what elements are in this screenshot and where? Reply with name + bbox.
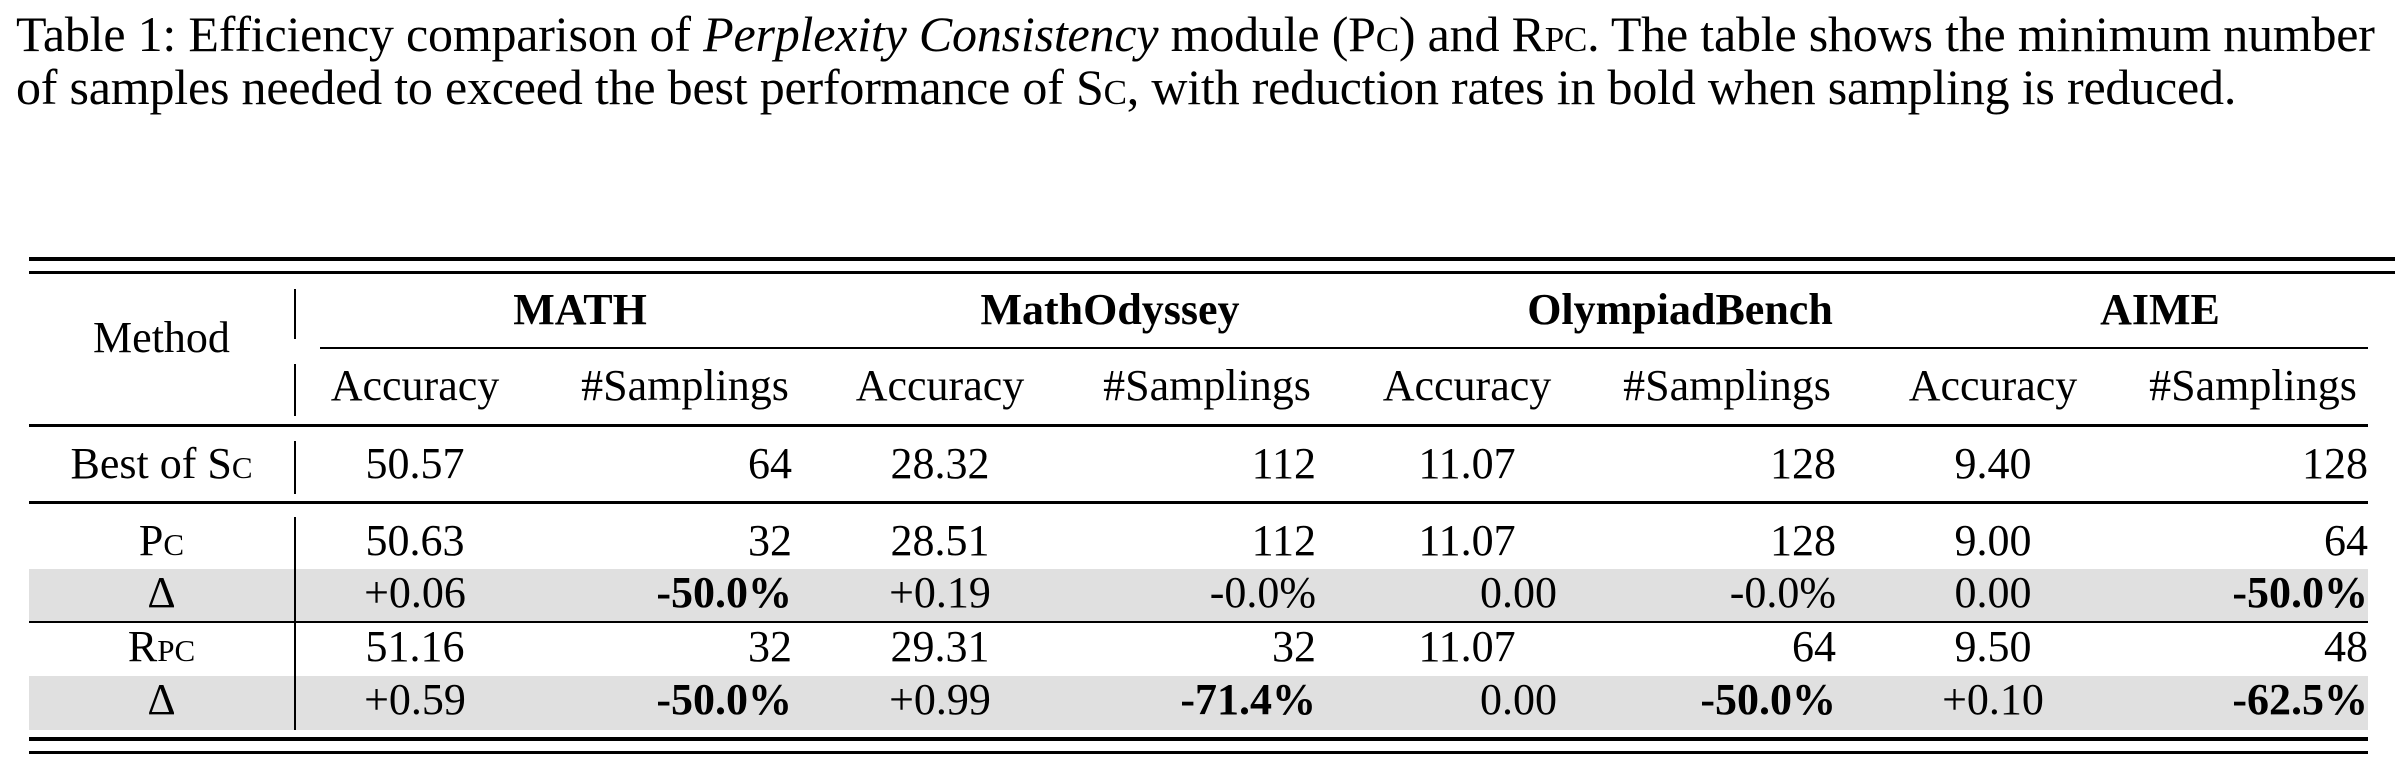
dataset-cmidrule: [320, 347, 2368, 349]
bottom-rule: [29, 737, 2368, 741]
table-cell: +0.06: [364, 568, 466, 617]
table-cell: 9.40: [1954, 439, 2032, 488]
table-row-method-delta: Δ: [147, 568, 176, 617]
dataset-header-math: MATH: [513, 285, 647, 334]
table-cell: 32: [748, 622, 792, 671]
table-cell: 128: [2302, 439, 2368, 488]
table-cell: +0.10: [1942, 675, 2044, 724]
method-separator: [294, 364, 296, 416]
table-row-method-delta: Δ: [147, 675, 176, 724]
table-cell: 11.07: [1418, 622, 1516, 671]
table-cell-bold: -50.0%: [1700, 675, 1836, 724]
table-cell: 128: [1770, 439, 1836, 488]
table-cell-bold: -50.0%: [656, 675, 792, 724]
subheader-accuracy: Accuracy: [1908, 361, 2078, 410]
table-cell: +0.99: [889, 675, 991, 724]
table-cell: 11.07: [1418, 516, 1516, 565]
table-cell: 9.00: [1954, 516, 2032, 565]
caption-italic-term: Perplexity Consistency: [703, 6, 1159, 62]
table-row-method: Rpc: [127, 622, 196, 671]
table-cell: 112: [1251, 439, 1316, 488]
table-cell: 112: [1251, 516, 1316, 565]
table-cell: 0.00: [1480, 568, 1557, 617]
table-cell: 32: [748, 516, 792, 565]
table-cell-bold: -50.0%: [2232, 568, 2368, 617]
table-cell-bold: -62.5%: [2232, 675, 2368, 724]
top-rule-2: [29, 271, 2395, 274]
group-rule: [29, 621, 2368, 623]
bottom-rule-2: [29, 751, 2368, 754]
subheader-samplings: #Samplings: [1623, 361, 1831, 410]
table-cell: 32: [1272, 622, 1316, 671]
baseline-rule: [29, 501, 2368, 504]
subheader-accuracy: Accuracy: [330, 361, 500, 410]
table-cell: 28.32: [890, 439, 990, 488]
table-caption: Table 1: Efficiency comparison of Perple…: [16, 6, 2375, 115]
table-cell: 64: [1792, 622, 1836, 671]
table-cell: -0.0%: [1209, 568, 1316, 617]
subheader-samplings: #Samplings: [2149, 361, 2357, 410]
table-cell: -0.0%: [1729, 568, 1836, 617]
dataset-header-olympiadbench: OlympiadBench: [1527, 285, 1833, 334]
table-cell: 0.00: [1954, 568, 2032, 617]
table-cell: 51.16: [365, 622, 465, 671]
dataset-header-mathodyssey: MathOdyssey: [980, 285, 1240, 334]
table-cell: +0.59: [364, 675, 466, 724]
subheader-accuracy: Accuracy: [1382, 361, 1552, 410]
subheader-accuracy: Accuracy: [855, 361, 1025, 410]
method-separator: [294, 441, 296, 494]
table-cell: 64: [748, 439, 792, 488]
method-separator: [294, 517, 296, 730]
table-cell: 0.00: [1480, 675, 1557, 724]
subheader-samplings: #Samplings: [1103, 361, 1311, 410]
table-row-method: Best of Sc: [70, 439, 253, 488]
table-cell: 50.63: [365, 516, 465, 565]
table-cell-bold: -71.4%: [1180, 675, 1316, 724]
table-cell: 50.57: [365, 439, 465, 488]
subheader-samplings: #Samplings: [581, 361, 789, 410]
table-row-method: Pc: [138, 516, 185, 565]
delta-row-band: [29, 676, 2368, 730]
table-cell: 28.51: [890, 516, 990, 565]
table-cell: 9.50: [1954, 622, 2032, 671]
top-rule: [29, 257, 2395, 261]
delta-row-band: [29, 569, 2368, 622]
table-cell-bold: -50.0%: [656, 568, 792, 617]
dataset-header-aime: AIME: [2100, 285, 2220, 334]
table-cell: 11.07: [1418, 439, 1516, 488]
table-cell: 64: [2324, 516, 2368, 565]
table-cell: 29.31: [890, 622, 990, 671]
method-header: Method: [93, 313, 230, 362]
table-cell: 48: [2324, 622, 2368, 671]
table-cell: +0.19: [889, 568, 991, 617]
table-cell: 128: [1770, 516, 1836, 565]
caption-label: Table 1:: [16, 6, 177, 62]
method-separator: [294, 289, 296, 339]
header-rule: [29, 424, 2368, 427]
